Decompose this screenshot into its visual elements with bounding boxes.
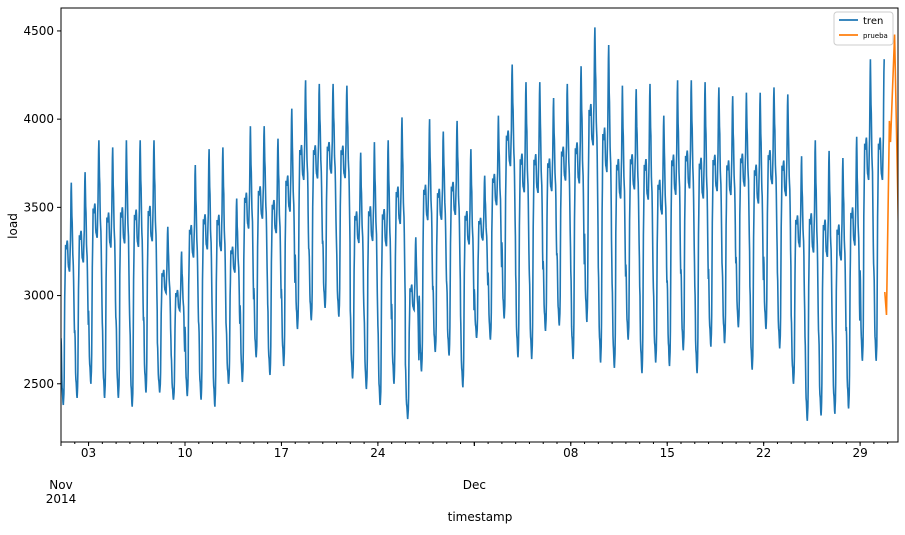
- x-tick-label-2014-12-29: 29: [852, 446, 867, 460]
- legend: tren prueba: [833, 11, 894, 46]
- x-tick-label-2014-12-08: 08: [563, 446, 578, 460]
- x-tick-label-2014-11-10: 10: [177, 446, 192, 460]
- x-tick-label-2014-11-03: 03: [81, 446, 96, 460]
- x-tick-label-2014-12-15: 15: [660, 446, 675, 460]
- y-axis-label: load: [6, 213, 20, 239]
- series-line-tren: [61, 27, 885, 421]
- y-tick-label-2500: 2500: [23, 377, 54, 391]
- y-tick-label-3500: 3500: [23, 200, 54, 214]
- x-axis-label: timestamp: [448, 510, 513, 524]
- x-month-label-Dec: Dec: [463, 478, 486, 492]
- x-tick-label-2014-12-22: 22: [756, 446, 771, 460]
- series-line-prueba: [884, 34, 898, 316]
- x-month-label-Nov: Nov: [49, 478, 72, 492]
- y-tick-label-4500: 4500: [23, 24, 54, 38]
- axes-frame: [60, 7, 899, 443]
- x-tick-label-2014-11-17: 17: [274, 446, 289, 460]
- plot-lines: [61, 27, 898, 421]
- y-tick-label-4000: 4000: [23, 112, 54, 126]
- y-axis: 2500 3000 3500 4000 4500: [23, 24, 61, 391]
- x-year-label: 2014: [46, 492, 77, 506]
- y-tick-label-3000: 3000: [23, 289, 54, 303]
- legend-label-prueba: prueba: [863, 32, 888, 40]
- legend-label-tren: tren: [863, 16, 883, 27]
- x-tick-label-2014-11-24: 24: [370, 446, 385, 460]
